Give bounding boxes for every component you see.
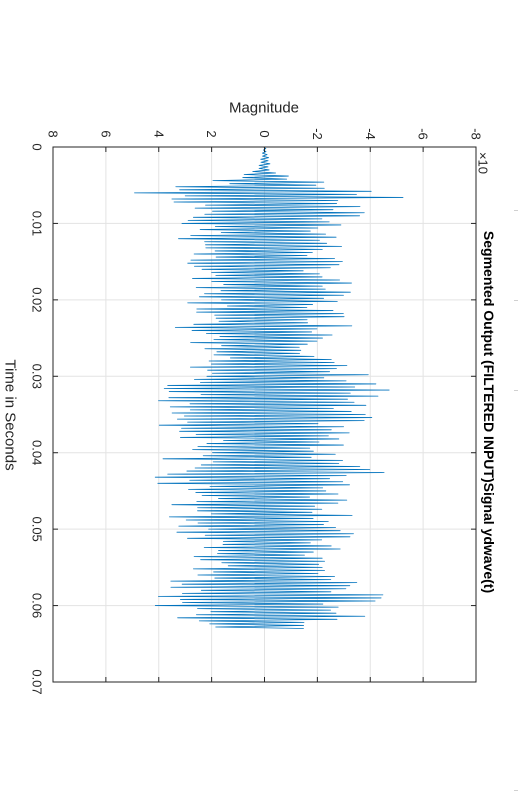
y-tick-label: 8 <box>46 130 61 137</box>
x-tick-label: 0.01 <box>30 211 45 236</box>
y-tick-label: -6 <box>416 128 431 140</box>
y-tick-label: -8 <box>469 128 484 140</box>
signal-line <box>134 146 404 629</box>
x-tick-label: 0.07 <box>30 669 45 694</box>
x-tick-label: 0.04 <box>30 440 45 465</box>
x-tick-label: 0.02 <box>30 287 45 312</box>
tick-labels: 0 0.01 0.02 0.03 0.04 0.05 0.06 0.07 -8 -6 -4 -2 0 2 4… <box>30 128 484 694</box>
x-tick-label: 0.03 <box>30 364 45 389</box>
y-tick-label: 2 <box>204 130 219 137</box>
x-axis-label: Time in Seconds <box>2 359 19 470</box>
x-tick-label: 0.06 <box>30 593 45 618</box>
tick-marks <box>52 146 477 683</box>
y-tick-label: 4 <box>151 130 166 137</box>
chart-title: Segmented Output (FILTERED INPUT)Signal … <box>481 231 497 593</box>
y-tick-label: -4 <box>363 128 378 140</box>
exponent-label: ×10 <box>476 152 491 174</box>
y-tick-label: -2 <box>310 128 325 140</box>
y-tick-label: 0 <box>257 130 272 137</box>
x-tick-label: 0.05 <box>30 516 45 541</box>
x-tick-label: 0 <box>30 143 45 150</box>
y-tick-label: 6 <box>98 130 113 137</box>
y-axis-label: Magnitude <box>229 100 299 117</box>
